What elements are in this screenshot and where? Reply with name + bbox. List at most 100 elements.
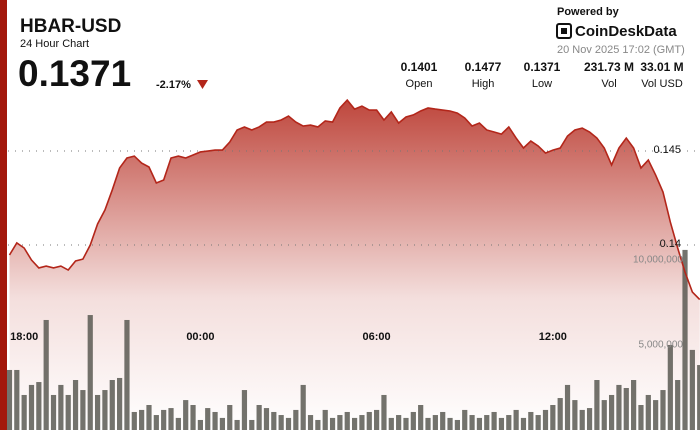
price-area [9,100,700,430]
volume-bar [601,400,607,430]
volume-bar [285,417,292,430]
volume-bar [263,408,270,430]
volume-bar [146,405,152,430]
volume-bar [124,319,130,430]
down-arrow [197,80,208,89]
volume-bar [102,390,108,430]
volume-bar [396,415,402,430]
volume-bar [550,405,556,430]
stat-label: Low [532,78,552,90]
label-layer: 0.145 0.14 10,000,000 5,000,000 18:00 00:00 06… [10,144,683,351]
volume-bar [564,384,571,430]
volume-bar [498,417,505,430]
volume-bar [212,411,218,430]
volume-bar [491,411,497,430]
volume-bar [6,369,13,430]
stat-value: 231.73 M [584,60,634,74]
volume-bar [469,415,475,430]
volume-bar [271,411,277,430]
volume-bar [667,344,673,430]
volume-bar [623,387,629,430]
volume-bar [278,415,284,430]
volume-bar [697,365,700,430]
volume-bar [425,417,431,430]
volume-bar [616,384,622,430]
volume-bar [528,411,534,430]
line-layer [8,98,700,301]
volume-bar [586,408,593,430]
brand: CoinDeskData [575,23,677,40]
area-layer [9,100,700,430]
volume-bar [513,409,519,430]
timestamp: 20 Nov 2025 17:02 (GMT) [557,44,685,56]
y-tick-label: 0.145 [653,144,681,156]
volume-bar [190,405,196,430]
x-tick-label: 18:00 [10,331,38,343]
volume-bar [653,400,659,430]
volume-bar [315,419,321,430]
change: -2.17% [156,79,191,91]
volume-bar [80,390,86,430]
title: HBAR-USD [20,16,121,37]
x-tick-label: 06:00 [363,331,391,343]
volume-bar [36,382,42,430]
volume-bar [175,417,181,430]
plot-area: 0.145 0.14 10,000,000 5,000,000 18:00 00:00 06… [6,98,700,430]
volume-bar [476,417,483,430]
volume-bar [366,411,372,430]
volume-bar [689,349,695,430]
volume-bar [234,419,240,430]
stat-value: 0.1477 [465,60,502,74]
x-tick-label: 00:00 [186,331,214,343]
volume-bar [631,380,637,430]
volume-bar [241,390,248,430]
volume-bar [307,415,314,430]
volume-bar [337,415,343,430]
volume-bar [197,419,203,430]
volume-bar [94,394,101,430]
volume-bar [21,394,27,430]
volume-bar [72,380,79,430]
volume-bar [418,405,424,430]
volume-bar [403,417,409,430]
volume-bar [638,405,644,430]
powered-by: Powered by [557,6,620,18]
y-tick-label: 0.14 [660,238,681,250]
volume-bar [506,415,512,430]
volume-bar [432,415,438,430]
volume-bar [43,319,49,430]
x-tick-label: 12:00 [539,331,567,343]
volume-bar [484,415,490,430]
volume-bar [462,409,468,430]
price-line [8,98,700,301]
volume-bar [608,394,615,430]
volume-bar [139,409,145,430]
volume-bar [205,408,211,430]
volume-bar [645,394,651,430]
volume-bar [388,417,394,430]
volume-bar [161,409,167,430]
volume-bar [359,415,365,430]
volume-bar [374,409,380,430]
y2-tick-label: 5,000,000 [639,340,684,351]
volume-bar [440,411,446,430]
volume-bar [117,377,123,430]
volume-bar [28,384,35,430]
volume-bar [542,409,549,430]
stat-label: High [472,78,495,90]
volume-bar [675,380,681,430]
volume-bar [344,411,350,430]
volume-bar [351,417,358,430]
volume-bar [183,400,189,430]
volume-bar [293,409,299,430]
volume-bar [14,369,20,430]
volume-bar [535,415,541,430]
volume-bar [300,384,306,430]
stats: 0.1401 Open 0.1477 High 0.1371 Low 231.73 M Vol… [401,60,684,90]
volume-bar [557,398,563,430]
accent-strip [0,0,7,430]
volume-bar [153,415,159,430]
volume-bar [329,417,336,430]
